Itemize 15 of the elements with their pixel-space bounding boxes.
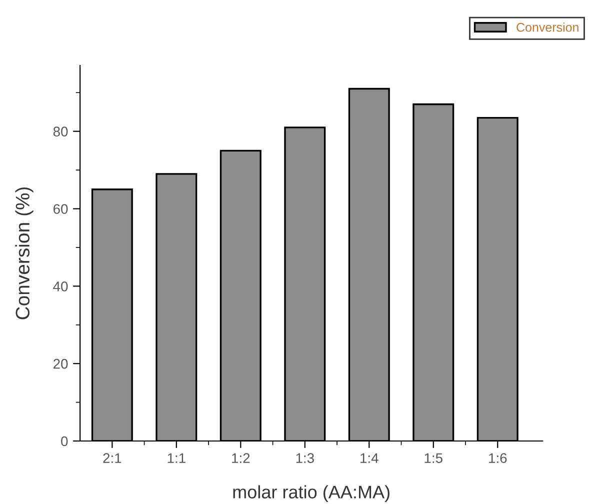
x-tick-label: 1:6	[489, 453, 507, 464]
x-tick-label: 1:2	[232, 453, 250, 463]
x-tick-label: 1:5	[424, 453, 442, 464]
y-tick-label: 0	[61, 436, 68, 446]
y-axis-title: Conversion (%)	[15, 187, 34, 320]
x-axis-title: molar ratio (AA:MA)	[233, 485, 390, 502]
x-tick-label: 1:3	[296, 453, 314, 464]
y-tick-label: 60	[54, 204, 68, 214]
y-tick-label: 20	[54, 358, 68, 369]
y-tick-label: 40	[53, 281, 68, 292]
legend-label: Conversion	[516, 22, 578, 32]
x-tick-label: 2:1	[103, 453, 122, 463]
y-tick-label: 80	[53, 126, 68, 136]
x-tick-label: 1:4	[360, 453, 378, 463]
x-tick-label: 1:1	[168, 453, 186, 463]
